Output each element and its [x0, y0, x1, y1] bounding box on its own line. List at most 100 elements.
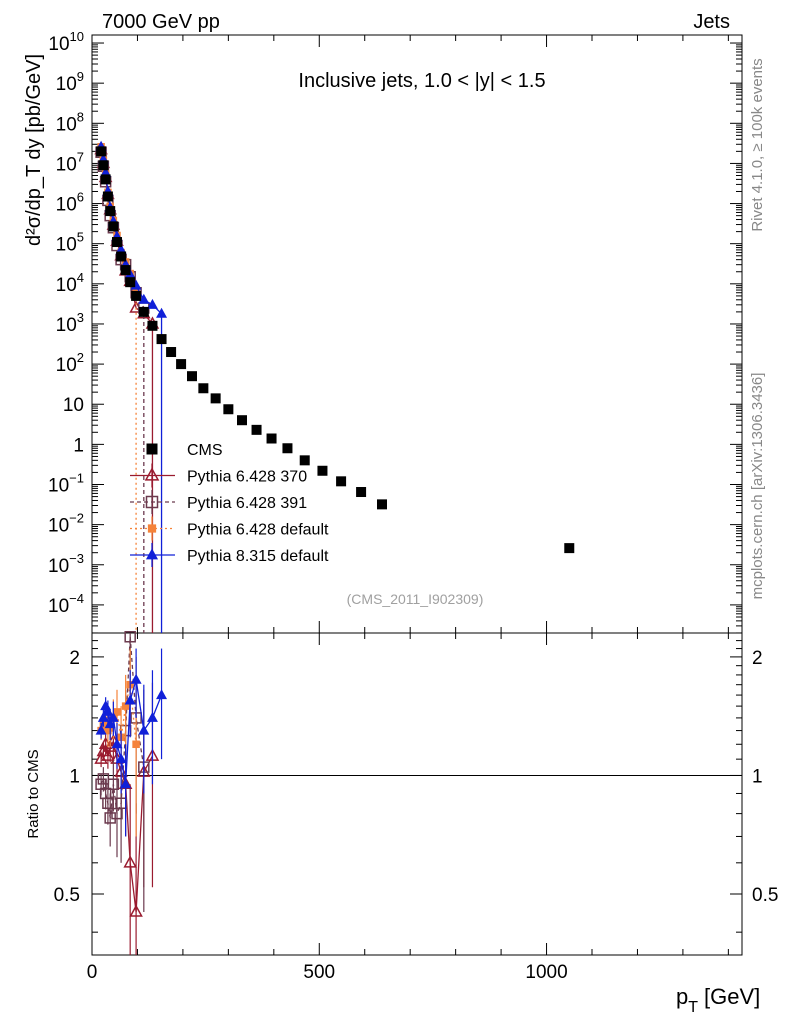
cms-data-point: [266, 433, 277, 444]
cms-data-point: [237, 415, 247, 426]
y-tick-label-base: 10: [48, 34, 69, 55]
mc-marker-ratio: [113, 708, 121, 716]
mc-marker-ratio: [100, 700, 112, 711]
cms-data-point: [210, 393, 221, 404]
y-tick-label-base: 1: [73, 435, 84, 456]
cms-data-point: [166, 347, 177, 358]
mc-marker-ratio: [120, 778, 132, 789]
cms-data-point: [198, 383, 209, 394]
ratio-tick-label-right: 0.5: [752, 885, 778, 906]
cms-data-point: [100, 174, 111, 185]
mc-marker-main: [115, 243, 127, 254]
x-tick-labels: 0 500 1000: [87, 962, 568, 983]
y-tick-label: 10−1: [48, 471, 84, 497]
legend-label: Pythia 6.428 370: [187, 469, 307, 486]
cms-data-point: [564, 543, 575, 554]
mc-marker-ratio: [107, 778, 120, 790]
cms-data-point: [299, 455, 310, 466]
y-tick-label: 10−4: [48, 591, 84, 617]
y-tick-label: 102: [56, 350, 84, 376]
main-plot-frame: [91, 34, 743, 634]
mc-marker-ratio: [97, 711, 109, 722]
cms-data-point: [251, 424, 262, 435]
y-tick-label-exponent: 2: [77, 350, 84, 365]
cms-data-point: [120, 265, 131, 276]
mc-marker-main: [156, 307, 168, 318]
y-tick-label-exponent: 4: [77, 270, 84, 285]
mc-marker-ratio: [138, 724, 150, 735]
y-tick-label: 107: [56, 149, 84, 175]
cms-data-point: [116, 251, 127, 262]
x-tick-label: 500: [303, 962, 335, 983]
y-tick-label: 108: [56, 109, 84, 135]
mc-marker-ratio: [107, 711, 119, 722]
x-axis-title-main: p: [676, 984, 688, 1009]
x-tick-label: 1000: [525, 962, 567, 983]
y-tick-label-exponent: −3: [69, 551, 84, 566]
y-tick-label-base: 10: [56, 275, 77, 296]
cms-data-point: [105, 206, 116, 217]
cms-data-point: [176, 359, 187, 370]
y-tick-label-base: 10: [48, 516, 69, 537]
mc-marker-ratio: [146, 711, 158, 722]
y-tick-label-base: 10: [56, 315, 77, 336]
ratio-tick-label-right: 2: [752, 648, 763, 669]
y-tick-label-exponent: −1: [69, 471, 84, 486]
mc-marker-ratio: [132, 740, 140, 749]
y-tick-label-exponent: −2: [69, 511, 84, 526]
ratio-axis-title: Ratio to CMS: [25, 749, 42, 838]
cms-data-point: [96, 146, 107, 157]
y-tick-label: 106: [56, 190, 84, 216]
cms-data-point: [98, 160, 109, 171]
y-tick-label: 103: [56, 310, 84, 336]
mc-series-ratio: [94, 631, 168, 955]
legend-marker: [144, 467, 160, 481]
cms-data-point: [223, 404, 234, 415]
cms-data-point: [156, 334, 167, 345]
mc-marker-ratio: [123, 855, 137, 868]
y-tick-label-exponent: 6: [77, 190, 84, 205]
cms-data-series: [96, 146, 575, 554]
cms-data-point: [138, 306, 149, 317]
x-tick-label: 0: [87, 962, 98, 983]
y-tick-label-exponent: 8: [77, 109, 84, 124]
cms-data-point: [377, 499, 387, 510]
cms-data-point: [112, 237, 122, 248]
y-tick-label: 10−3: [48, 551, 84, 577]
ratio-tick-label-right: 1: [752, 766, 763, 787]
cms-data-point: [147, 320, 158, 331]
y-tick-label-exponent: 5: [77, 230, 84, 245]
y-tick-label-base: 10: [48, 596, 69, 617]
legend-label: CMS: [187, 442, 223, 459]
y-tick-label: 1: [73, 435, 84, 456]
y-tick-label-base: 10: [56, 355, 77, 376]
header-left-label: 7000 GeV pp: [102, 11, 220, 33]
legend-marker: [145, 548, 159, 560]
y-tick-label-base: 10: [56, 235, 77, 256]
cms-data-point: [187, 371, 197, 382]
y-tick-labels: 101010910810710610510410310210110−110−21…: [48, 29, 84, 617]
y-tick-label-base: 10: [56, 74, 77, 95]
y-tick-label-exponent: −4: [69, 591, 84, 606]
mc-marker-ratio: [95, 724, 107, 735]
y-tick-label-base: 10: [56, 114, 77, 135]
mcplots-label: mcplots.cern.ch [arXiv:1306.3436]: [749, 373, 766, 600]
y-tick-label-exponent: 9: [77, 69, 84, 84]
mc-marker-ratio: [111, 738, 123, 749]
y-axis-title: d²σ/dp_T dy [pb/GeV]: [23, 54, 45, 246]
x-axis-title-unit: [GeV]: [704, 984, 760, 1009]
x-axis-title-sub: T: [688, 999, 698, 1016]
mc-marker-ratio: [156, 689, 168, 700]
cms-data-point: [131, 290, 142, 301]
legend-label: Pythia 8.315 default: [187, 548, 329, 565]
y-tick-label: 10−2: [48, 511, 84, 537]
y-tick-label: 105: [56, 230, 84, 256]
mc-marker-ratio: [124, 631, 136, 643]
mc-marker-ratio: [129, 904, 143, 917]
cms-data-point: [336, 476, 347, 487]
y-tick-label-base: 10: [63, 395, 84, 416]
y-tick-label-exponent: 3: [77, 310, 84, 325]
cms-data-point: [356, 487, 367, 498]
ratio-tick-label: 0.5: [54, 885, 80, 906]
